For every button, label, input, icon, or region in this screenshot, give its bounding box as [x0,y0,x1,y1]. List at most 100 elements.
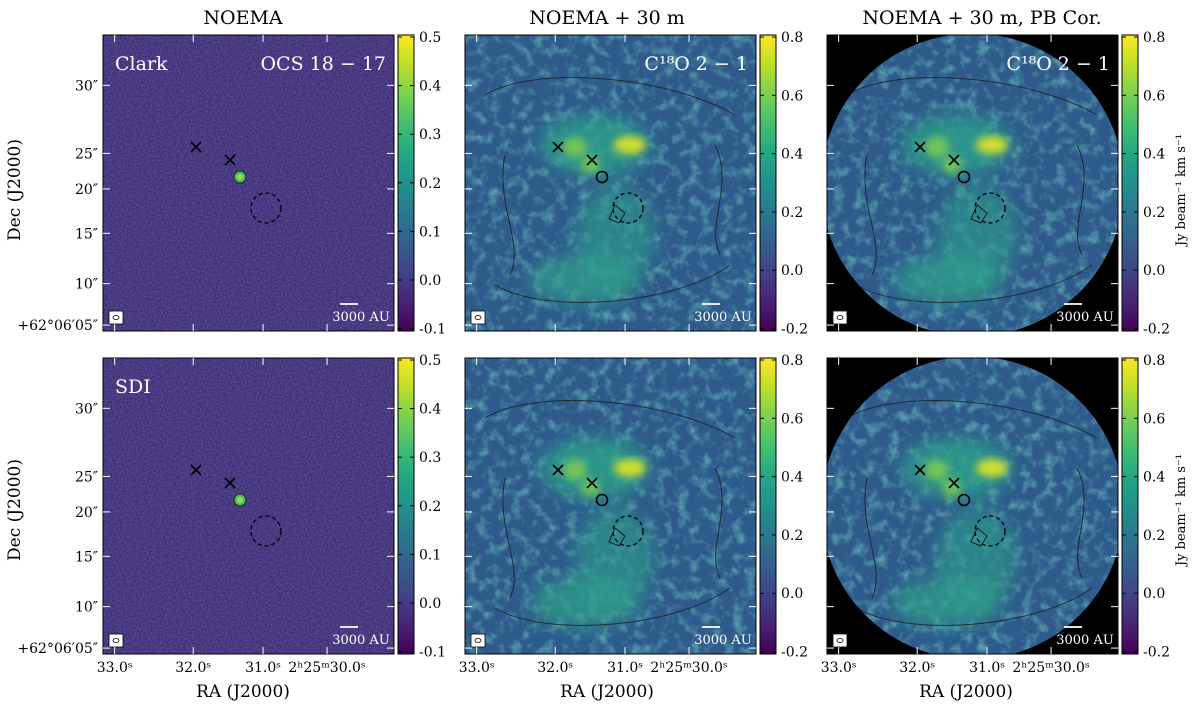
colorbar-tick-label: 0.5 [419,353,441,369]
source-cross-marker [224,154,236,166]
scale-bar-label: 3000 AU [694,633,752,648]
colorbar-tick-label: 0.0 [781,263,803,279]
x-tick-label: 2ʰ25ᵐ30.0ˢ [650,660,728,676]
emission-peaks [925,459,1008,497]
extended-emission [892,438,1017,628]
panel-frame [464,34,757,332]
colorbar-tick-label: 0.3 [419,450,441,466]
x-tick-label: 31.0ˢ [607,660,643,676]
source-circle-marker [957,493,971,507]
colorbar-tick-label: -0.1 [419,322,446,338]
colorbar-tick-label: 0.8 [781,30,803,46]
emission-blob [540,115,650,175]
panel-label: Clark [115,53,168,75]
beam-box [832,633,848,648]
emission-peaks [925,136,1008,174]
emission-blob [530,578,640,628]
colorbar-tick-label: -0.2 [1143,322,1170,338]
dashed-circle-marker [974,192,1006,224]
panel-frame [826,357,1119,655]
source-cross-marker [552,464,564,476]
beam-box [832,310,848,325]
y-tick-label: +62°06′05″ [17,641,98,657]
column-title-2: NOEMA + 30 m [529,7,684,29]
y-tick-label: 15″ [75,226,98,242]
y-tick-label: +62°06′05″ [17,318,98,334]
source-circle-marker [957,170,971,184]
source-cross-marker [948,477,960,489]
colorbar-tick-label: 0.4 [781,147,803,163]
beam-box [108,633,124,648]
source-cross-marker [914,464,926,476]
colorbar-tick-label: 0.4 [1143,470,1165,486]
y-tick-label: 25″ [75,146,98,162]
emission-peak [976,136,1008,154]
y-tick-label: 25″ [75,469,98,485]
x-tick-label: 33.0ˢ [821,660,857,676]
colorbar-tick-label: 0.8 [1143,30,1165,46]
emission-peak [563,137,587,157]
emission-blob [892,578,1002,628]
emission-peak [580,156,600,174]
emission-peak [942,156,962,174]
image-C18O-pbcor-bottom [827,358,1118,654]
beam-ellipse [474,638,482,643]
beam-ellipse [112,638,120,643]
scale-bar-label: 3000 AU [1056,633,1114,648]
beam-box [108,310,124,325]
contour-lines [970,204,988,224]
x-axis-label-3: RA (J2000) [919,682,1013,702]
panel-C18O-combined-bottom: 3000 AU 33.0ˢ 32.0ˢ 31.0ˢ 2ʰ25ᵐ30.0ˢ 0.8 0.6 0.… [459,353,808,676]
image-C18O-combined-top [465,35,756,331]
scale-bar-label: 3000 AU [1056,310,1114,325]
image-C18O-combined-bottom [465,358,756,654]
colorbar-tick-label: 0.2 [1143,205,1165,221]
line-label: OCS 18 − 17 [260,53,386,75]
emission-peak [942,479,962,497]
emission-blob [540,438,650,498]
source-cross-marker [190,141,202,153]
scale-bar-label: 3000 AU [332,633,390,648]
colorbar [1121,34,1139,332]
source-cross-marker [948,154,960,166]
colorbar-tick-label: -0.1 [419,645,446,661]
x-tick-label: 33.0ˢ [97,660,133,676]
colorbar [759,357,777,655]
y-tick-label: 20″ [75,505,98,521]
beam-ellipse [474,315,482,320]
colorbar-tick-label: 0.0 [419,273,441,289]
noise [103,358,394,654]
emission-core [237,497,243,503]
colorbar-tick-label: 0.2 [781,205,803,221]
image-Clark [103,35,394,331]
colorbar-tick-label: 0.0 [781,586,803,602]
dashed-circle-marker [250,515,282,547]
emission-peaks [563,136,646,174]
contour-lines [484,400,736,626]
colorbar-tick-label: 0.6 [781,411,803,427]
panel-Clark: 3000 AU Clark OCS 18 − 17 30″ 25″ 20″ 15″ 10″ +6… [17,30,446,338]
colorbar-tick-label: 0.0 [419,596,441,612]
x-tick-label: 31.0ˢ [245,660,281,676]
panel-label: SDI [115,376,151,398]
line-label: C¹⁸O 2 − 1 [644,53,748,75]
x-axis-label-1: RA (J2000) [196,682,290,702]
panel-frame [102,357,395,655]
colorbar-tick-label: 0.5 [419,30,441,46]
panel-C18O-pbcor-bottom: 3000 AU 33.0ˢ 32.0ˢ 31.0ˢ 2ʰ25ᵐ30.0ˢ 0.8 0.6 0.… [821,353,1170,676]
contour-lines [608,204,626,224]
beam-box [470,310,486,325]
y-tick-label: 30″ [75,78,98,94]
colorbar-tick-label: 0.8 [781,353,803,369]
source-cross-marker [586,477,598,489]
panel-frame [464,357,757,655]
x-tick-label: 2ʰ25ᵐ30.0ˢ [288,660,366,676]
colorbar-tick-label: 0.1 [419,547,441,563]
y-axis-label-top: Dec (J2000) [5,139,25,241]
panel-frame [102,34,395,332]
extended-emission [892,115,1017,305]
emission-peak [563,460,587,480]
source-cross-marker [586,154,598,166]
colorbar-tick-label: 0.6 [1143,411,1165,427]
